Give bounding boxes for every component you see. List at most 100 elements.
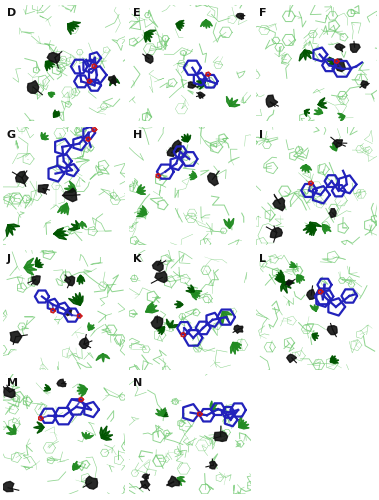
Polygon shape: [275, 270, 284, 282]
Polygon shape: [58, 203, 69, 215]
Polygon shape: [38, 184, 49, 194]
Polygon shape: [334, 59, 346, 72]
Polygon shape: [16, 172, 28, 183]
Polygon shape: [146, 302, 158, 313]
Polygon shape: [210, 462, 217, 469]
Polygon shape: [41, 132, 49, 140]
Text: I: I: [259, 130, 263, 140]
Polygon shape: [144, 30, 156, 42]
Polygon shape: [200, 20, 212, 28]
Polygon shape: [312, 333, 319, 340]
Polygon shape: [210, 401, 220, 411]
Polygon shape: [307, 290, 315, 300]
Polygon shape: [45, 60, 55, 71]
Polygon shape: [143, 474, 148, 480]
Polygon shape: [234, 325, 243, 333]
Polygon shape: [338, 114, 345, 122]
Polygon shape: [136, 206, 147, 216]
Polygon shape: [57, 380, 66, 386]
Polygon shape: [110, 77, 119, 86]
Polygon shape: [156, 327, 164, 335]
Polygon shape: [49, 92, 55, 98]
Polygon shape: [4, 387, 15, 398]
Polygon shape: [65, 276, 75, 285]
Text: G: G: [7, 130, 16, 140]
Polygon shape: [0, 482, 14, 492]
Text: M: M: [7, 378, 18, 388]
Polygon shape: [335, 44, 345, 51]
Polygon shape: [188, 82, 196, 88]
Polygon shape: [53, 110, 60, 117]
Polygon shape: [47, 52, 60, 63]
Polygon shape: [281, 282, 294, 293]
Polygon shape: [300, 165, 312, 172]
Polygon shape: [167, 148, 177, 156]
Polygon shape: [236, 14, 244, 20]
Polygon shape: [86, 476, 97, 489]
Polygon shape: [309, 222, 322, 235]
Polygon shape: [227, 96, 240, 107]
Text: D: D: [7, 8, 16, 18]
Polygon shape: [289, 262, 296, 268]
Polygon shape: [327, 57, 337, 64]
Polygon shape: [66, 308, 72, 316]
Polygon shape: [27, 80, 39, 94]
Polygon shape: [79, 338, 89, 348]
Polygon shape: [151, 317, 163, 328]
Polygon shape: [189, 171, 197, 180]
Polygon shape: [176, 20, 184, 30]
Polygon shape: [172, 140, 181, 151]
Polygon shape: [54, 228, 68, 239]
Polygon shape: [168, 476, 180, 487]
Polygon shape: [153, 262, 163, 272]
Polygon shape: [318, 98, 327, 108]
Polygon shape: [73, 461, 81, 470]
Polygon shape: [155, 408, 165, 416]
Polygon shape: [78, 222, 87, 228]
Polygon shape: [174, 301, 183, 308]
Polygon shape: [266, 95, 278, 107]
Polygon shape: [34, 422, 44, 434]
Text: H: H: [133, 130, 142, 140]
Polygon shape: [198, 92, 205, 98]
Text: E: E: [133, 8, 141, 18]
Text: J: J: [7, 254, 11, 264]
Polygon shape: [166, 319, 180, 328]
Polygon shape: [221, 312, 232, 325]
Polygon shape: [196, 80, 205, 89]
Polygon shape: [6, 224, 20, 236]
Polygon shape: [214, 432, 227, 442]
Text: N: N: [133, 378, 142, 388]
Text: K: K: [133, 254, 141, 264]
Polygon shape: [329, 208, 336, 218]
Polygon shape: [361, 81, 368, 88]
Text: L: L: [259, 254, 266, 264]
Polygon shape: [323, 224, 331, 234]
Polygon shape: [186, 285, 194, 292]
Polygon shape: [314, 108, 323, 114]
Polygon shape: [287, 354, 296, 362]
Polygon shape: [141, 480, 150, 488]
Polygon shape: [208, 173, 218, 186]
Polygon shape: [296, 275, 305, 283]
Polygon shape: [32, 276, 40, 285]
Polygon shape: [182, 134, 191, 142]
Polygon shape: [68, 220, 79, 230]
Polygon shape: [286, 280, 293, 286]
Polygon shape: [108, 76, 116, 84]
Polygon shape: [224, 218, 234, 228]
Polygon shape: [327, 326, 337, 334]
Polygon shape: [137, 184, 146, 194]
Polygon shape: [230, 342, 241, 354]
Polygon shape: [68, 22, 81, 34]
Polygon shape: [177, 476, 185, 486]
Polygon shape: [299, 50, 314, 61]
Polygon shape: [145, 54, 153, 64]
Polygon shape: [69, 292, 83, 306]
Polygon shape: [161, 409, 168, 416]
Polygon shape: [63, 188, 77, 202]
Polygon shape: [44, 384, 50, 391]
Polygon shape: [100, 426, 113, 440]
Polygon shape: [24, 258, 37, 275]
Polygon shape: [330, 143, 337, 151]
